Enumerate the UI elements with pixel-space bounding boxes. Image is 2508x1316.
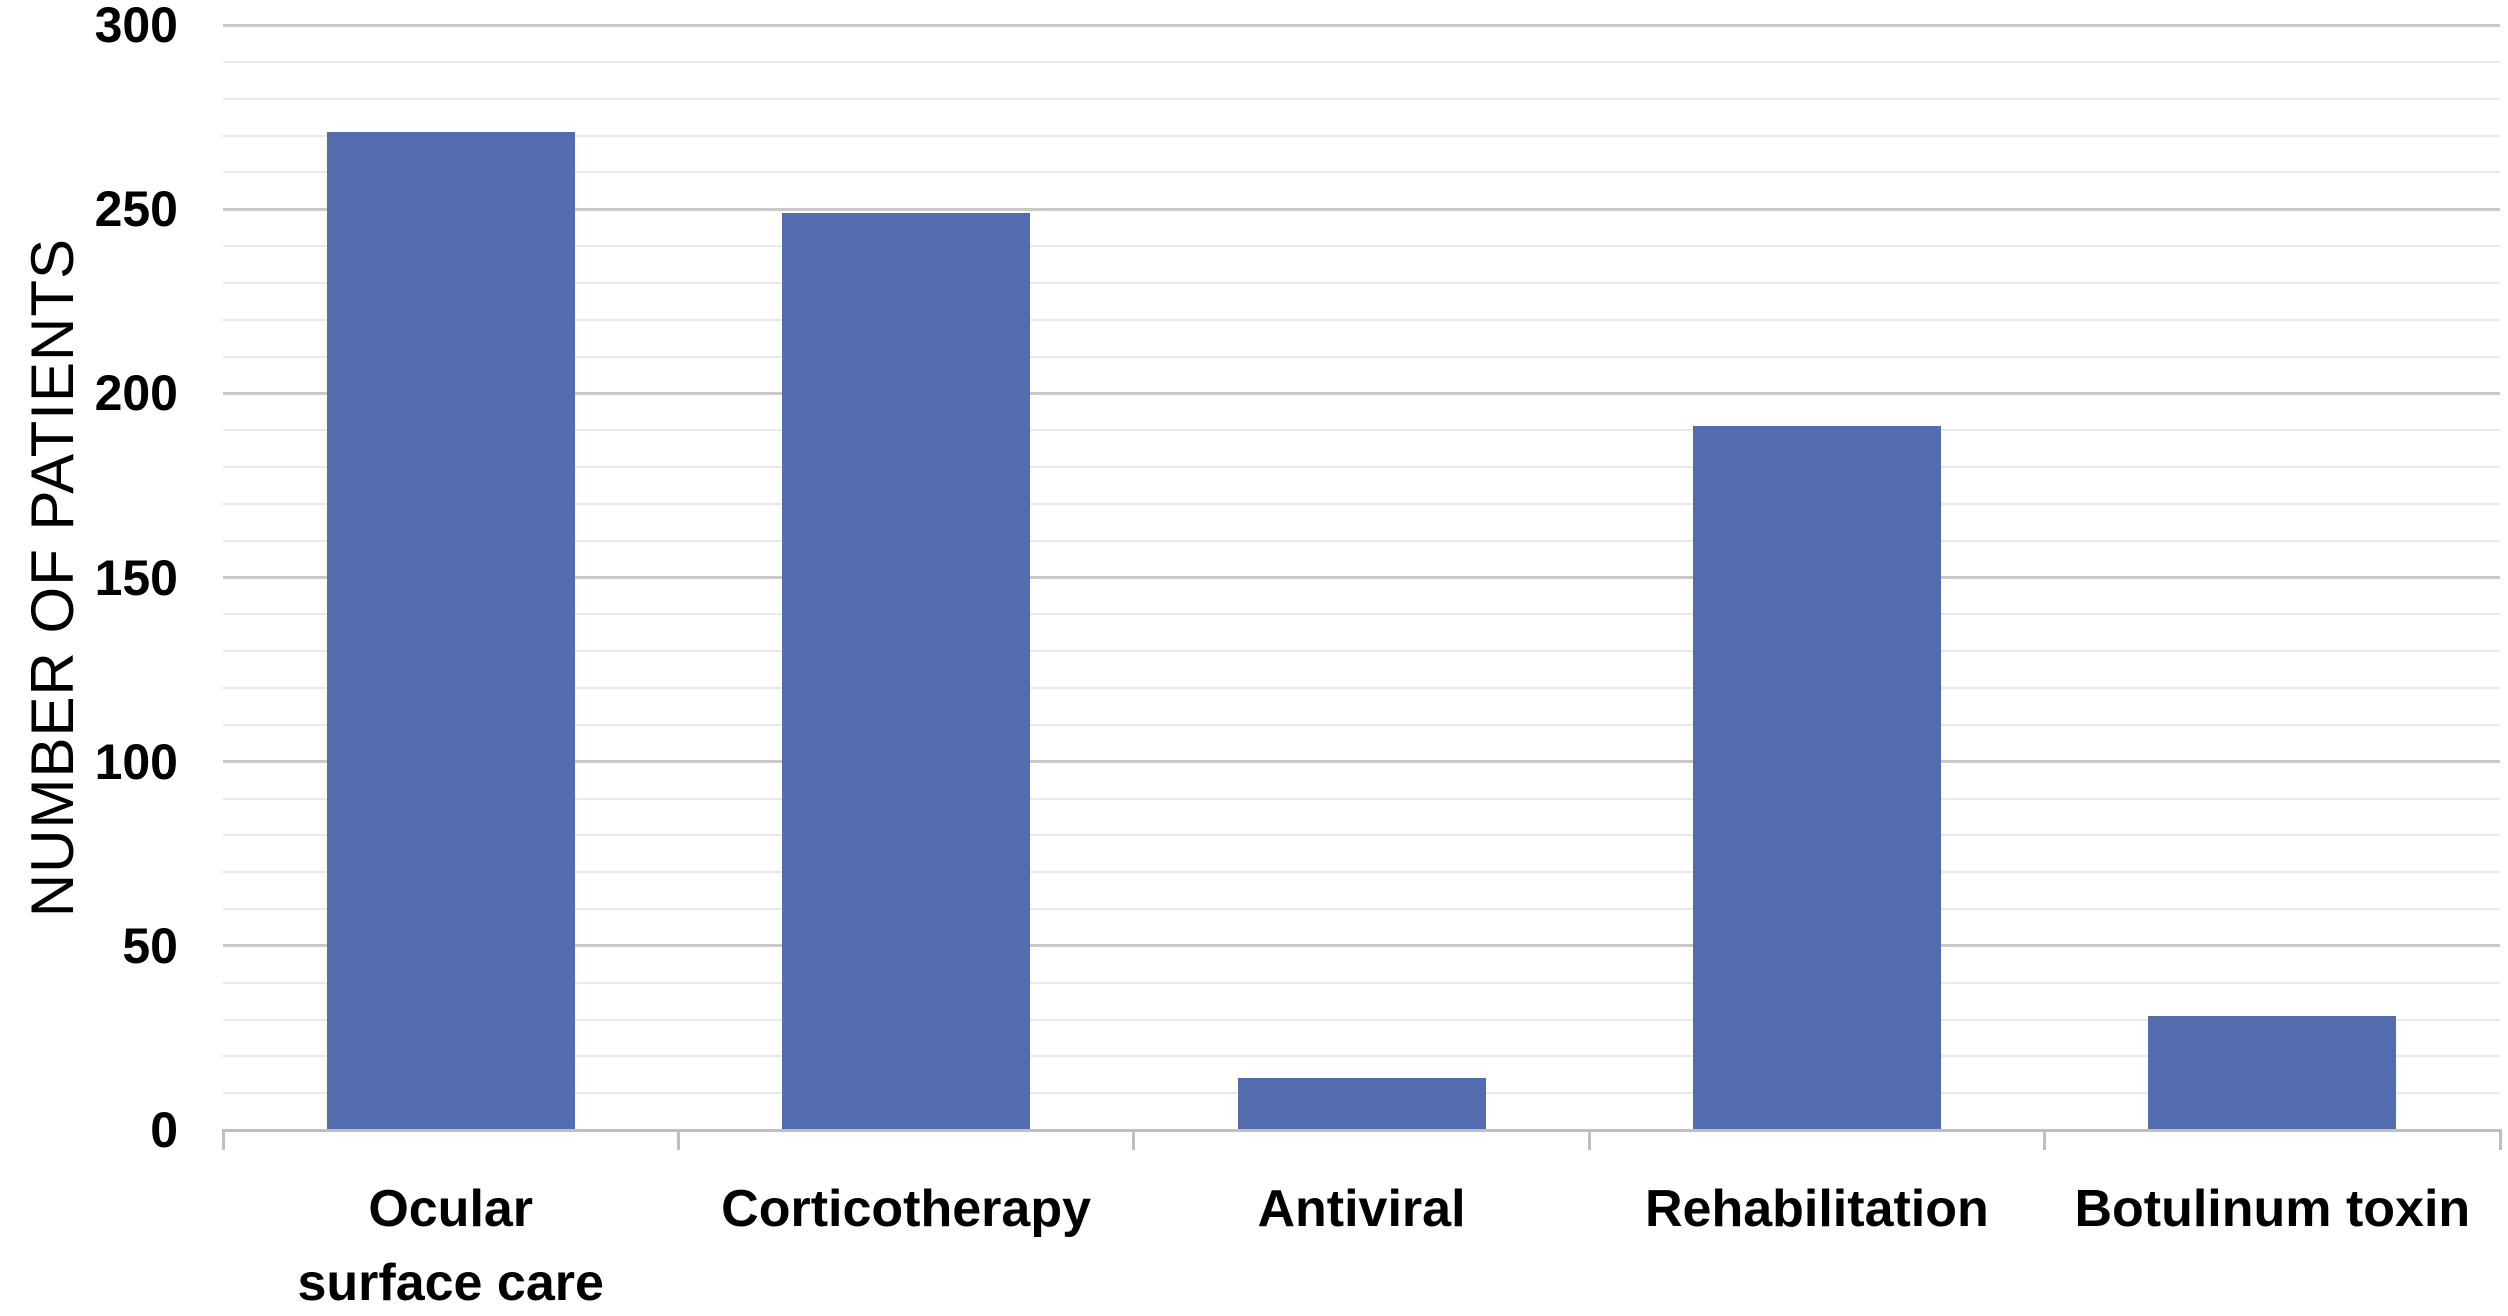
gridline-minor-190 xyxy=(223,429,2500,432)
category-label-line: Ocular xyxy=(368,1180,534,1238)
x-axis-tick-4 xyxy=(2043,1130,2047,1150)
category-label-line: surface care xyxy=(297,1254,604,1312)
x-axis-tick-5 xyxy=(2498,1130,2502,1150)
bar-corticotherapy xyxy=(782,212,1031,1130)
category-label-botulinum-toxin: Botulinum toxin xyxy=(2042,1172,2502,1246)
gridline-minor-290 xyxy=(223,60,2500,63)
gridline-minor-40 xyxy=(223,981,2500,984)
x-axis-tick-2 xyxy=(1132,1130,1136,1150)
gridline-major-150 xyxy=(223,576,2500,579)
gridline-minor-110 xyxy=(223,723,2500,726)
gridline-minor-130 xyxy=(223,650,2500,653)
category-label-line: Botulinum toxin xyxy=(2074,1180,2471,1238)
gridline-minor-120 xyxy=(223,687,2500,689)
gridline-minor-170 xyxy=(223,502,2500,505)
gridline-minor-260 xyxy=(223,171,2500,174)
x-axis-tick-3 xyxy=(1587,1130,1591,1150)
category-label-corticotherapy: Corticotherapy xyxy=(676,1172,1136,1246)
gridline-minor-220 xyxy=(223,318,2500,321)
gridline-minor-210 xyxy=(223,355,2500,358)
category-label-rehabilitation: Rehabilitation xyxy=(1587,1172,2047,1246)
bar-antiviral xyxy=(1237,1078,1486,1130)
gridline-minor-160 xyxy=(223,539,2500,542)
category-label-antiviral: Antiviral xyxy=(1132,1172,1592,1246)
gridline-minor-280 xyxy=(223,97,2500,100)
gridline-minor-90 xyxy=(223,797,2500,800)
y-tick-label-200: 200 xyxy=(94,365,178,422)
gridline-minor-80 xyxy=(223,834,2500,837)
gridline-major-200 xyxy=(223,391,2500,395)
gridline-minor-240 xyxy=(223,245,2500,247)
gridline-major-300 xyxy=(223,23,2500,27)
y-tick-label-0: 0 xyxy=(150,1102,178,1158)
plot-area xyxy=(223,23,2500,1130)
y-tick-label-250: 250 xyxy=(94,181,178,238)
gridline-major-100 xyxy=(223,760,2500,764)
category-label-line: Antiviral xyxy=(1257,1180,1466,1238)
gridline-minor-180 xyxy=(223,466,2500,468)
bar-botulinum-toxin xyxy=(2148,1015,2397,1130)
x-axis-tick-1 xyxy=(676,1130,680,1150)
y-tick-label-50: 50 xyxy=(122,917,178,974)
gridline-major-50 xyxy=(223,944,2500,948)
gridline-minor-30 xyxy=(223,1018,2500,1021)
category-label-line: Corticotherapy xyxy=(721,1180,1092,1238)
gridline-minor-20 xyxy=(223,1055,2500,1058)
bar-rehabilitation xyxy=(1692,426,1941,1130)
gridline-minor-60 xyxy=(223,908,2500,910)
gridline-major-250 xyxy=(223,207,2500,211)
gridline-minor-70 xyxy=(223,871,2500,874)
bar-ocular-surface-care xyxy=(326,131,575,1130)
x-axis-line xyxy=(222,1129,2502,1132)
y-tick-label-300: 300 xyxy=(94,0,178,53)
gridline-minor-230 xyxy=(223,281,2500,284)
category-label-ocular-surface-care: Ocular surface care xyxy=(221,1172,681,1316)
gridline-minor-270 xyxy=(223,134,2500,137)
y-tick-label-100: 100 xyxy=(94,733,178,790)
x-axis-tick-0 xyxy=(221,1130,225,1150)
category-label-line: Rehabilitation xyxy=(1644,1180,1989,1238)
gridline-minor-140 xyxy=(223,613,2500,616)
y-tick-label-150: 150 xyxy=(94,549,178,606)
